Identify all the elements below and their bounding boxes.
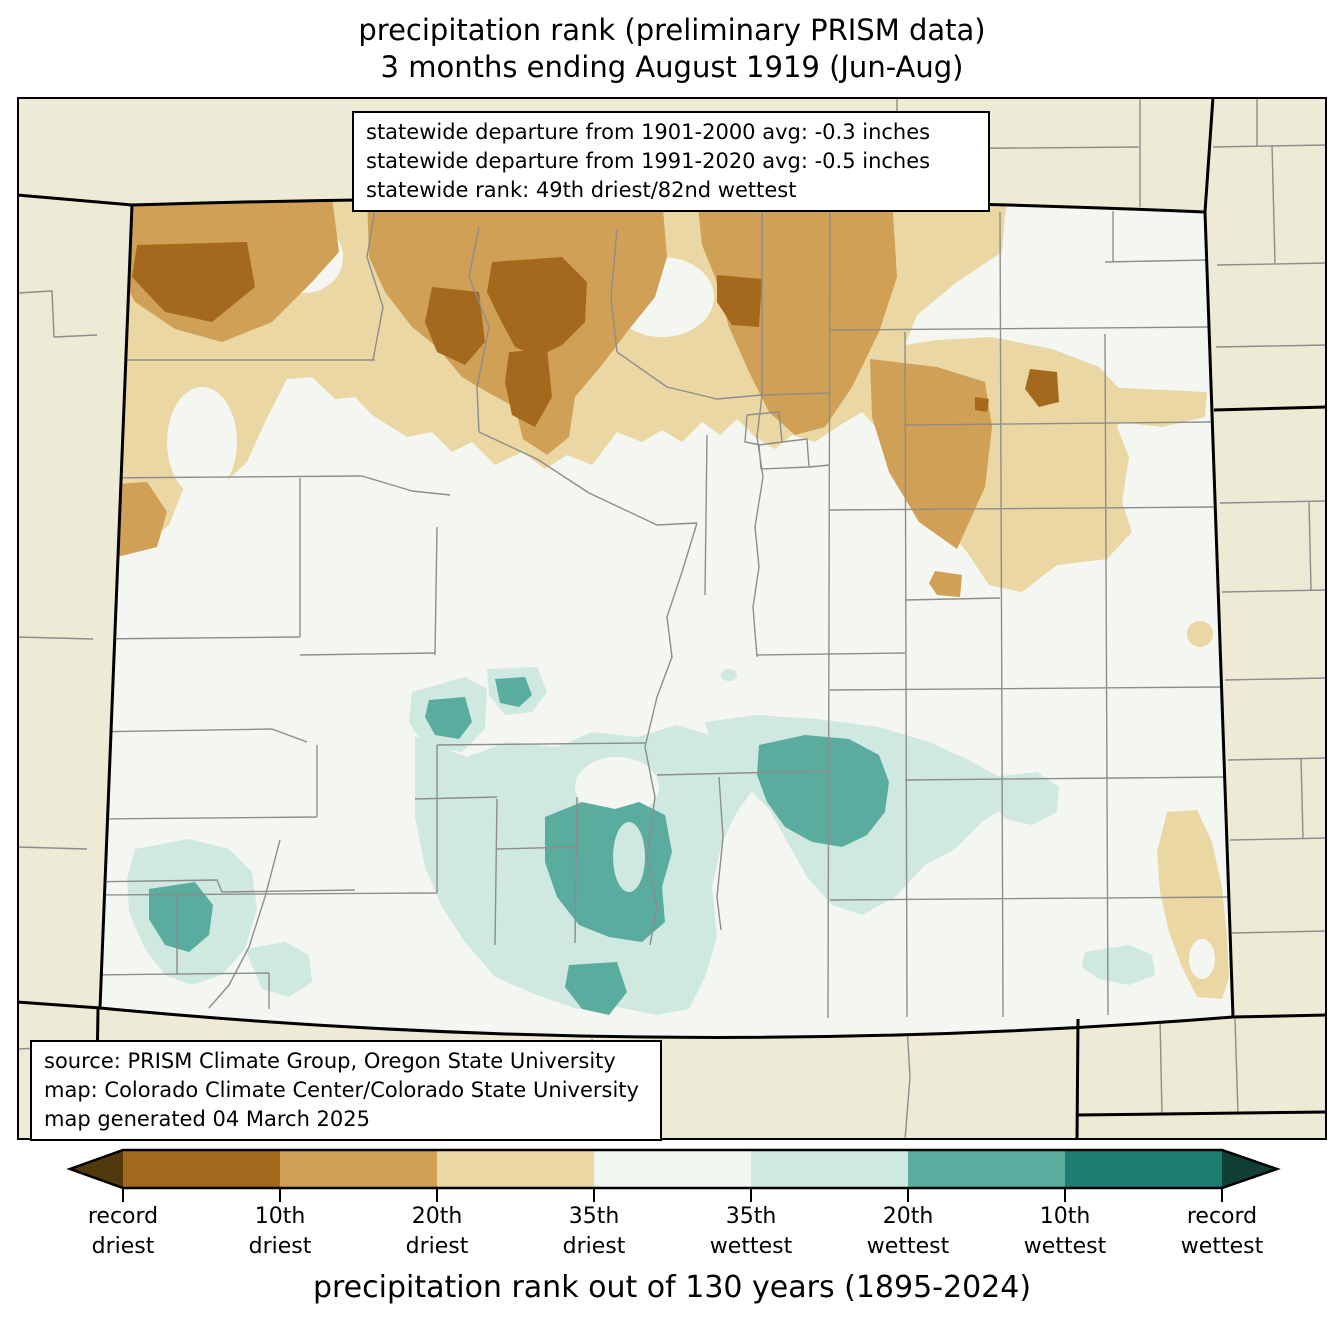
- stats-line-2: statewide departure from 1991-2020 avg: …: [366, 149, 931, 173]
- dry20-east-spot: [929, 571, 962, 597]
- colorbar: [66, 1148, 1281, 1202]
- page-title: precipitation rank (preliminary PRISM da…: [0, 12, 1344, 86]
- map-canvas: [17, 97, 1327, 1140]
- stats-line-3: statewide rank: 49th driest/82nd wettest: [366, 178, 797, 202]
- wet20-northwest-blob: [425, 697, 472, 739]
- colorbar-seg-35th-driest: [437, 1150, 594, 1188]
- dry20-northeast: [697, 198, 897, 435]
- colorbar-seg-20th-wettest: [908, 1150, 1065, 1188]
- dry10-central-west-core: [425, 287, 485, 365]
- wet20-central-notch: [613, 822, 645, 892]
- colorbar-arrow-record-wettest: [1222, 1150, 1277, 1188]
- colorbar-label-record-wettest: record wettest: [1180, 1204, 1264, 1259]
- source-line-1: source: PRISM Climate Group, Oregon Stat…: [44, 1049, 616, 1073]
- source-line-2: map: Colorado Climate Center/Colorado St…: [44, 1078, 639, 1102]
- normal-hole-3: [167, 387, 237, 497]
- stats-line-1: statewide departure from 1901-2000 avg: …: [366, 120, 931, 144]
- colorbar-seg-20th-driest: [280, 1150, 437, 1188]
- wet35-dot-2: [928, 764, 942, 774]
- wet35-dot-1: [721, 669, 737, 681]
- colorbar-arrow-record-driest: [70, 1150, 123, 1188]
- colorbar-label-35th-driest: 35th driest: [562, 1204, 626, 1259]
- dry10-east-spot-small: [975, 397, 989, 412]
- colorbar-label-20th-wettest: 20th wettest: [866, 1204, 950, 1259]
- dry10-central-core: [487, 257, 587, 357]
- wet35-southwest-tail: [245, 942, 312, 997]
- colorbar-seg-near-normal: [594, 1150, 751, 1188]
- dry-region-northeast-finger: [1097, 387, 1207, 427]
- dry10-northeast-core: [717, 275, 762, 327]
- title-line-1: precipitation rank (preliminary PRISM da…: [358, 13, 986, 47]
- source-line-3: map generated 04 March 2025: [44, 1107, 371, 1131]
- normal-hole-central-south: [575, 757, 659, 817]
- normal-hole-4: [317, 440, 377, 484]
- source-credit-box: source: PRISM Climate Group, Oregon Stat…: [30, 1040, 662, 1141]
- dry10-east-spot: [1025, 369, 1059, 407]
- wet20-south-blob: [565, 962, 627, 1015]
- dry10-central-south-core: [505, 349, 552, 427]
- colorbar-label-20th-driest: 20th driest: [405, 1204, 469, 1259]
- colorbar-seg-35th-wettest: [751, 1150, 908, 1188]
- wet20-southwest-blob: [149, 882, 213, 952]
- wet20-east-blob: [757, 735, 889, 847]
- colorbar-seg-10th-wettest: [1065, 1150, 1222, 1188]
- colorbar-seg-10th-driest: [123, 1150, 280, 1188]
- dry-spot-east: [1187, 621, 1213, 647]
- map-frame: [17, 97, 1327, 1140]
- wet35-east-small: [989, 772, 1059, 825]
- colorbar-ticks: [122, 1188, 1223, 1202]
- dry10-northwest-core: [132, 242, 255, 322]
- colorbar-label-10th-driest: 10th driest: [248, 1204, 312, 1259]
- colorbar-label-35th-wettest: 35th wettest: [709, 1204, 793, 1259]
- colorbar-caption: precipitation rank out of 130 years (189…: [312, 1270, 1032, 1305]
- colorbar-label-10th-wettest: 10th wettest: [1023, 1204, 1107, 1259]
- title-line-2: 3 months ending August 1919 (Jun-Aug): [380, 50, 964, 84]
- dry20-west-edge: [100, 482, 167, 557]
- precipitation-rank-map: [17, 97, 1327, 1140]
- colorbar-label-record-driest: record driest: [87, 1204, 159, 1259]
- normal-hole-se: [1189, 939, 1215, 979]
- county-lines: [100, 208, 1231, 1019]
- wet20-north-blob: [495, 677, 532, 707]
- statewide-stats-box: statewide departure from 1901-2000 avg: …: [352, 111, 990, 212]
- dry20-east: [870, 359, 992, 549]
- wet35-south-small: [1082, 945, 1155, 985]
